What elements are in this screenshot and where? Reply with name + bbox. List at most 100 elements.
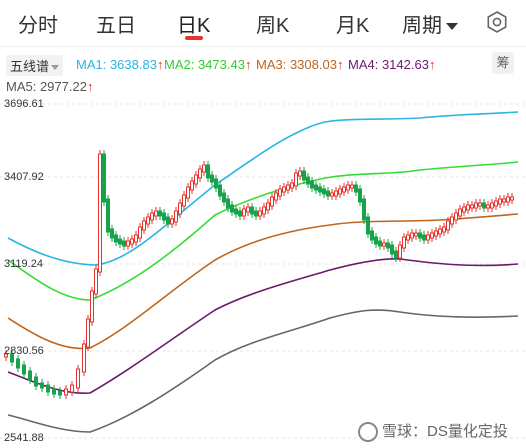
candle-body <box>294 172 298 187</box>
candle-body <box>134 234 138 243</box>
chip-distribution-button[interactable]: 筹 <box>492 52 514 74</box>
tab-daily-k[interactable]: 日K <box>177 15 211 37</box>
candle-body <box>386 242 390 249</box>
candle-body <box>510 196 514 201</box>
indicator-selector[interactable]: 五线谱 <box>6 55 64 76</box>
candle-body <box>206 164 210 179</box>
candle-body <box>406 234 410 241</box>
candle-body <box>194 174 198 185</box>
candle-body <box>306 176 310 185</box>
candle-body <box>10 353 14 363</box>
candle-body <box>98 153 102 273</box>
candle-body <box>358 188 362 203</box>
candle-body <box>254 210 258 217</box>
ma2-line <box>7 161 519 301</box>
candle-body <box>458 208 462 217</box>
candle-body <box>270 196 274 207</box>
candle-body <box>434 230 438 237</box>
ma-legend: 五线谱 MA1: 3638.83↑ MA2: 3473.43↑ MA3: 330… <box>0 54 526 76</box>
candle-body <box>370 230 374 241</box>
candle-body <box>186 186 190 199</box>
candle-body <box>170 218 174 225</box>
candle-body <box>34 376 38 387</box>
candle-body <box>222 192 226 203</box>
candle-body <box>482 202 486 209</box>
ma3-value: MA3: 3308.03↑ <box>256 57 344 72</box>
ma2-value: MA2: 3473.43↑ <box>164 57 252 72</box>
candle-body <box>250 206 254 215</box>
candle-body <box>310 180 314 189</box>
candle-body <box>390 244 394 255</box>
ma4-line <box>7 258 519 394</box>
candle-body <box>466 204 470 211</box>
candle-body <box>486 204 490 209</box>
indicator-label: 五线谱 <box>10 59 50 74</box>
candle-body <box>474 202 478 209</box>
candle-body <box>302 170 306 181</box>
candle-body <box>326 190 330 197</box>
candle-body <box>314 184 318 191</box>
candle-body <box>166 216 170 225</box>
candle-body <box>318 186 322 193</box>
candle-body <box>190 180 194 191</box>
candle-body <box>330 192 334 197</box>
settings-icon[interactable] <box>486 11 508 33</box>
ma5-value: MA5: 2977.22↑ <box>6 79 94 94</box>
candle-body <box>130 238 134 245</box>
candle-body <box>378 240 382 247</box>
candle-body <box>430 232 434 239</box>
candle-body <box>4 353 8 358</box>
candle-body <box>234 208 238 215</box>
candle-body <box>262 206 266 215</box>
watermark: 雪球：DS量化定投 <box>358 420 508 443</box>
candle-body <box>382 242 386 247</box>
candle-body <box>422 234 426 241</box>
candle-body <box>246 206 250 213</box>
candle-body <box>494 200 498 207</box>
ma4-value: MA4: 3142.63↑ <box>348 57 436 72</box>
candle-body <box>114 234 118 243</box>
candle-body <box>162 212 166 221</box>
candle-body <box>346 184 350 191</box>
divider <box>0 46 526 47</box>
candle-body <box>366 216 370 235</box>
candle-body <box>182 194 186 207</box>
candle-body <box>230 204 234 213</box>
candle-body <box>58 390 62 396</box>
candle-body <box>286 184 290 191</box>
candle-body <box>258 210 262 217</box>
candle-body <box>138 226 142 239</box>
tab-monthly-k[interactable]: 月K <box>336 15 370 37</box>
tab-period-dropdown[interactable]: 周期 <box>402 9 458 38</box>
candle-body <box>410 232 414 239</box>
candle-body <box>106 198 110 233</box>
candle-body <box>146 216 150 225</box>
candle-body <box>442 226 446 233</box>
candle-body <box>362 198 366 221</box>
candle-body <box>490 202 494 209</box>
candle-body <box>150 212 154 221</box>
candle-body <box>202 164 206 173</box>
candle-body <box>322 188 326 195</box>
tab-five-day[interactable]: 五日 <box>96 15 136 37</box>
candle-body <box>178 202 182 215</box>
candle-body <box>118 238 122 245</box>
candle-body <box>86 318 90 348</box>
tab-weekly-k[interactable]: 周K <box>256 15 290 37</box>
candle-body <box>40 382 44 389</box>
ma1-value: MA1: 3638.83↑ <box>76 57 164 72</box>
candle-body <box>238 210 242 217</box>
period-tabs: 分时 五日 日K 周K 月K 周期 <box>0 0 526 46</box>
candle-body <box>174 210 178 223</box>
candle-body <box>274 192 278 201</box>
candle-body <box>126 240 130 247</box>
ma5-line <box>7 309 519 433</box>
candle-body <box>498 198 502 205</box>
candle-body <box>122 240 126 247</box>
tab-intraday[interactable]: 分时 <box>18 15 58 37</box>
candle-body <box>278 188 282 197</box>
y-label-5: 2541.88 <box>4 432 44 444</box>
candle-body <box>426 234 430 241</box>
candle-body <box>94 268 98 295</box>
